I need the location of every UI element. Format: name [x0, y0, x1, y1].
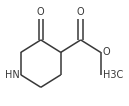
Text: HN: HN — [5, 70, 20, 80]
Text: H3C: H3C — [103, 70, 123, 80]
Text: O: O — [103, 47, 110, 57]
Text: O: O — [77, 7, 84, 17]
Text: O: O — [37, 7, 45, 17]
